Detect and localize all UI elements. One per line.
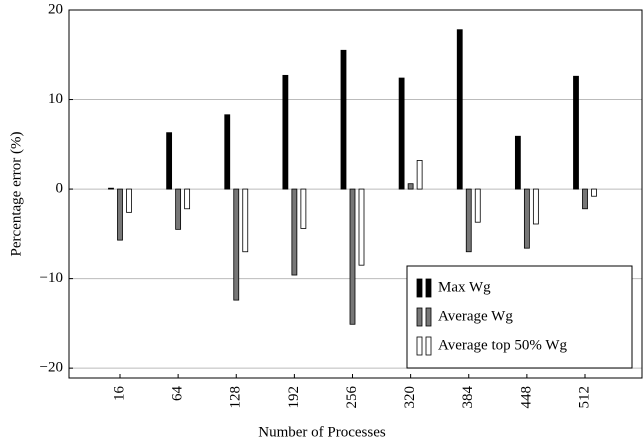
- x-tick-label: 256: [344, 386, 360, 409]
- bar: [407, 183, 414, 190]
- x-tick-label: 512: [576, 386, 592, 409]
- legend-swatch: [425, 278, 432, 298]
- bar: [242, 188, 249, 253]
- plot-frame: [68, 9, 643, 379]
- legend-swatch: [416, 336, 423, 356]
- legend-label: Average Wg: [438, 308, 513, 324]
- bar: [108, 187, 114, 190]
- legend-box: [406, 265, 633, 369]
- bar: [349, 188, 356, 325]
- bar: [117, 188, 123, 241]
- legend-label: Max Wg: [438, 279, 491, 295]
- x-tick-label: 320: [402, 386, 418, 409]
- y-tick-label: −10: [40, 270, 63, 286]
- legend-swatch: [425, 307, 432, 327]
- y-tick-label: 20: [48, 1, 63, 17]
- bar: [398, 77, 405, 190]
- bar: [514, 135, 521, 190]
- bar: [233, 188, 240, 301]
- bar: [582, 188, 588, 210]
- y-tick-label: 0: [56, 181, 64, 197]
- x-tick-label: 384: [460, 386, 476, 409]
- y-tick-label: −20: [40, 360, 63, 376]
- x-tick-label: 128: [228, 386, 244, 409]
- bar: [474, 188, 481, 223]
- bar: [175, 188, 182, 230]
- bar: [465, 188, 472, 253]
- bar: [340, 49, 347, 190]
- x-tick-label: 64: [170, 386, 186, 402]
- bar: [300, 188, 307, 229]
- y-axis-label: Percentage error (%): [8, 132, 24, 257]
- bar: [416, 160, 423, 190]
- x-axis-label: Number of Processes: [258, 424, 386, 440]
- y-tick-label: 10: [48, 91, 63, 107]
- bar: [358, 188, 365, 266]
- legend-swatch: [416, 278, 423, 298]
- bar: [532, 188, 539, 225]
- bar: [291, 188, 298, 276]
- bar: [573, 75, 579, 190]
- x-tick-label: 448: [518, 386, 534, 409]
- legend-swatch: [425, 336, 432, 356]
- bar: [126, 188, 132, 213]
- bar: [456, 29, 463, 190]
- bar: [282, 74, 289, 190]
- x-tick-label: 16: [111, 386, 127, 402]
- legend-swatch: [416, 307, 423, 327]
- legend-label: Average top 50% Wg: [438, 337, 567, 353]
- bar: [224, 114, 231, 190]
- bar: [591, 188, 597, 197]
- bar: [184, 188, 191, 210]
- bar: [166, 132, 173, 190]
- x-tick-label: 192: [286, 386, 302, 409]
- bar: [523, 188, 530, 249]
